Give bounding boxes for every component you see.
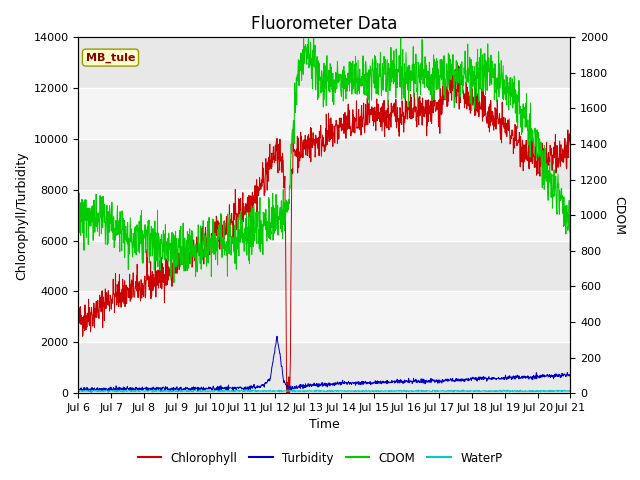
Bar <box>79 342 570 393</box>
Bar <box>79 291 570 342</box>
Bar <box>79 240 570 291</box>
Bar <box>79 139 570 190</box>
Bar <box>79 37 570 88</box>
Title: Fluorometer Data: Fluorometer Data <box>252 15 397 33</box>
X-axis label: Time: Time <box>309 419 340 432</box>
Y-axis label: CDOM: CDOM <box>612 196 625 235</box>
Bar <box>79 190 570 240</box>
Text: MB_tule: MB_tule <box>86 52 135 63</box>
Bar <box>79 88 570 139</box>
Y-axis label: Chlorophyll/Turbidity: Chlorophyll/Turbidity <box>15 151 28 279</box>
Legend: Chlorophyll, Turbidity, CDOM, WaterP: Chlorophyll, Turbidity, CDOM, WaterP <box>133 447 507 469</box>
